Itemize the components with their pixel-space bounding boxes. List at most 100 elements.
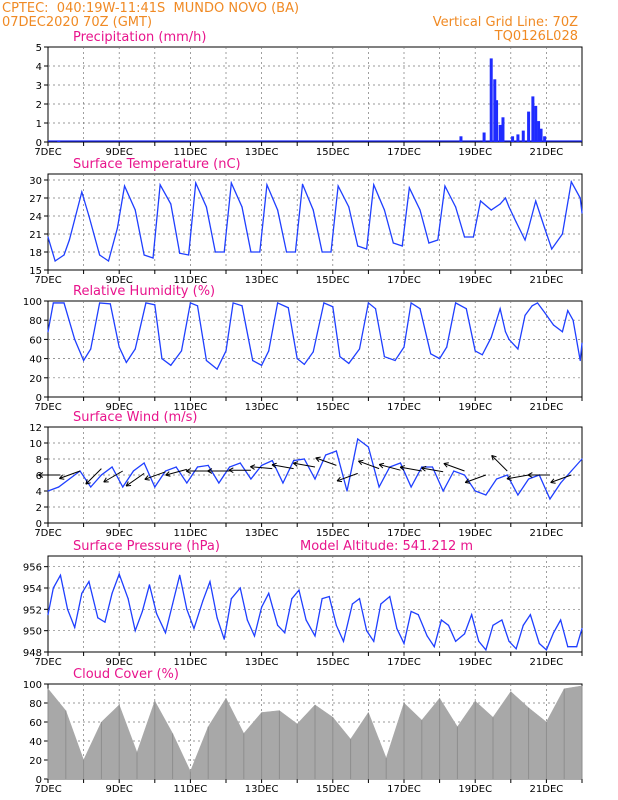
data-point	[303, 458, 305, 460]
data-point	[431, 466, 434, 468]
data-point	[141, 610, 143, 613]
data-point	[143, 254, 145, 256]
wind-arrowhead	[207, 468, 213, 472]
x-tick-label: 13DEC	[245, 275, 279, 286]
precip-bar	[459, 136, 463, 142]
data-point	[430, 353, 432, 355]
data-point	[581, 458, 583, 460]
data-point	[74, 626, 76, 629]
data-point	[99, 302, 101, 304]
wind-arrow	[550, 474, 572, 483]
panel-title: Precipitation (mm/h)	[73, 30, 206, 45]
data-point	[567, 310, 569, 312]
data-point	[490, 209, 492, 211]
wind-arrowhead	[165, 474, 171, 477]
data-point	[154, 486, 156, 488]
data-point	[579, 359, 581, 362]
data-point	[118, 573, 120, 575]
data-point	[508, 640, 510, 642]
data-point	[517, 348, 519, 350]
data-point	[58, 486, 60, 488]
data-point	[111, 592, 113, 594]
x-tick-label: 21DEC	[530, 402, 564, 413]
data-point	[515, 221, 517, 223]
wind-arrowhead	[293, 461, 299, 464]
data-point	[570, 470, 572, 472]
y-tick-label: 952	[23, 605, 42, 616]
data-point	[455, 206, 457, 208]
data-point	[366, 248, 368, 250]
data-point	[485, 649, 487, 651]
data-point	[447, 624, 450, 626]
wind-arrowhead	[38, 472, 44, 476]
x-tick-label: 15DEC	[316, 402, 350, 413]
data-point	[325, 454, 327, 456]
precip-bar	[543, 136, 547, 142]
panel-frame	[47, 46, 583, 143]
data-point	[426, 635, 428, 637]
y-tick-label: 24	[29, 212, 42, 223]
wind-arrow	[144, 471, 166, 480]
y-tick-label: 12	[29, 423, 42, 434]
y-tick-label: 20	[29, 756, 42, 767]
wind-arrowhead	[379, 462, 385, 465]
data-point	[351, 603, 353, 605]
data-point	[252, 359, 254, 362]
x-tick-label: 9DEC	[106, 275, 133, 286]
data-point	[47, 236, 49, 238]
data-point	[463, 236, 466, 238]
wind-arrowhead	[527, 474, 533, 478]
data-point	[474, 350, 476, 352]
data-point	[312, 351, 314, 353]
data-point	[179, 252, 181, 254]
y-tick-label: 20	[29, 374, 42, 385]
y-tick-label: 60	[29, 335, 42, 346]
data-point	[522, 624, 524, 626]
data-point	[399, 462, 402, 464]
data-point	[410, 302, 412, 304]
data-point	[284, 632, 286, 634]
data-point	[544, 227, 546, 229]
data-point	[389, 595, 391, 598]
data-point	[524, 314, 526, 316]
wind-arrowhead	[144, 478, 150, 481]
wind-arrowhead	[358, 459, 364, 462]
panel-frame	[47, 173, 583, 271]
data-point	[179, 574, 181, 576]
data-point	[536, 302, 539, 304]
wind-arrowhead	[144, 475, 149, 480]
data-point	[394, 359, 396, 362]
x-tick-label: 21DEC	[530, 784, 564, 795]
data-point	[479, 200, 482, 202]
data-point	[561, 233, 564, 235]
x-tick-label: 17DEC	[387, 402, 421, 413]
panel-title: Relative Humidity (%)	[73, 284, 215, 299]
data-point	[579, 197, 581, 199]
data-point	[545, 649, 548, 651]
wind-arrow	[421, 467, 444, 473]
data-point	[232, 302, 234, 304]
data-point	[186, 482, 188, 484]
x-tick-label: 19DEC	[458, 528, 492, 539]
data-point	[314, 635, 316, 637]
wind-arrowhead	[126, 484, 132, 487]
header-station: CPTEC: 040:19W-11:41S MUNDO NOVO (BA)	[2, 1, 300, 16]
y-tick-label: 0	[36, 138, 42, 149]
panel-title: Surface Wind (m/s)	[73, 410, 197, 425]
data-point	[410, 486, 412, 488]
data-point	[408, 187, 410, 189]
data-point	[560, 619, 562, 621]
data-point	[419, 308, 421, 310]
data-point	[195, 182, 197, 184]
wind-arrowhead	[271, 462, 277, 466]
y-tick-label: 5	[36, 43, 42, 54]
data-point	[170, 203, 172, 205]
wind-arrowhead	[58, 474, 64, 479]
data-point	[66, 608, 69, 610]
x-tick-label: 19DEC	[458, 275, 492, 286]
wind-arrowhead	[85, 479, 88, 485]
data-point	[301, 183, 304, 185]
data-point	[68, 239, 70, 241]
data-point	[346, 490, 348, 492]
data-point	[241, 206, 243, 208]
